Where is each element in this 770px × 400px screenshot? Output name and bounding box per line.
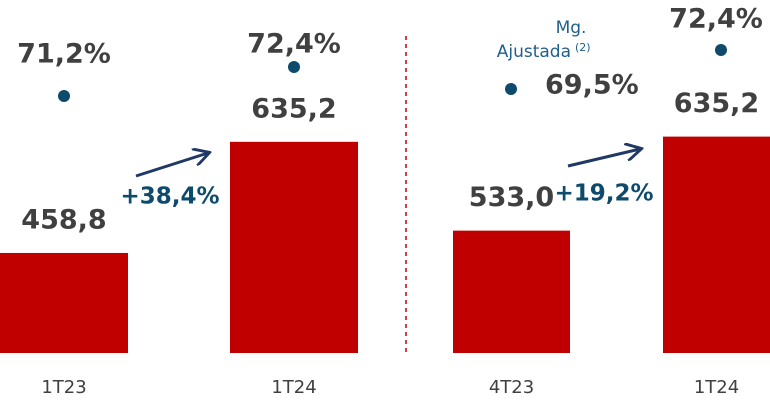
arrow [567, 149, 640, 168]
bar [663, 136, 770, 353]
margin-label: 69,5% [545, 69, 639, 100]
growth-annotation: +19,2% [554, 181, 653, 207]
legend-label: Mg. [556, 18, 587, 38]
growth-annotation: +38,4% [120, 184, 219, 210]
bar [0, 252, 128, 353]
value-label: 635,2 [674, 88, 759, 119]
value-label: 458,8 [21, 204, 106, 235]
margin-label: 71,2% [17, 39, 111, 70]
margin-dot [288, 61, 300, 73]
category-label: 1T24 [271, 377, 316, 398]
bar [230, 141, 358, 353]
value-label: 635,2 [251, 93, 336, 124]
margin-label: 72,4% [669, 3, 763, 34]
bar [453, 230, 570, 353]
legend-label: Ajustada [497, 42, 571, 62]
margin-dot [715, 43, 727, 56]
margin-dot [505, 82, 517, 95]
category-label: 1T23 [41, 377, 86, 398]
value-label: 533,0 [469, 182, 554, 213]
margin-label: 72,4% [247, 29, 341, 60]
category-label: 4T23 [489, 377, 534, 398]
margin-dot [58, 90, 70, 102]
arrow [135, 153, 208, 178]
category-label: 1T24 [694, 377, 739, 398]
legend-note: (2) [575, 41, 591, 54]
